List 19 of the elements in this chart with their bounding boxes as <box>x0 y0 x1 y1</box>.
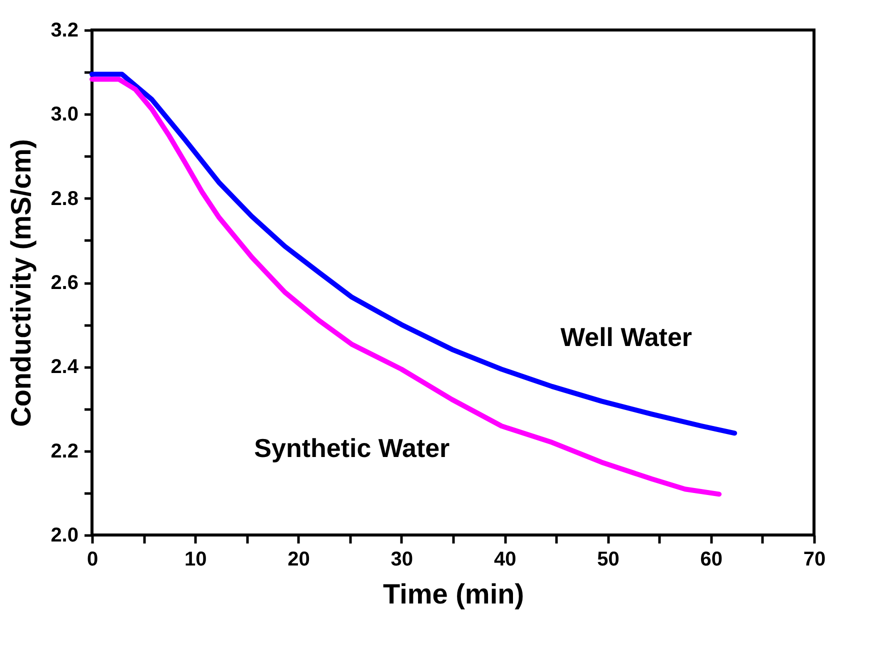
x-tick-label: 10 <box>184 548 207 570</box>
y-tick-label: 3.0 <box>50 104 78 126</box>
series-label: Synthetic Water <box>254 433 450 464</box>
y-tick-label: 2.0 <box>50 524 78 546</box>
x-tick-label: 40 <box>494 548 516 570</box>
y-tick-label: 2.8 <box>50 188 78 210</box>
y-tick-label: 2.4 <box>50 356 80 378</box>
x-axis-title: Time (min) <box>382 578 524 610</box>
x-tick-label: 20 <box>288 548 310 570</box>
y-tick-label: 3.2 <box>50 20 78 42</box>
y-tick-label: 2.2 <box>50 440 78 462</box>
x-tick-label: 70 <box>803 548 826 570</box>
x-tick-label: 60 <box>700 548 722 570</box>
x-tick-label: 30 <box>390 548 414 570</box>
y-tick-label: 2.6 <box>50 272 78 294</box>
x-tick-label: 0 <box>86 548 98 570</box>
x-tick-label: 50 <box>597 548 620 570</box>
series-label: Well Water <box>560 322 692 352</box>
y-axis-title: Conductivity (mS/cm) <box>6 139 37 427</box>
